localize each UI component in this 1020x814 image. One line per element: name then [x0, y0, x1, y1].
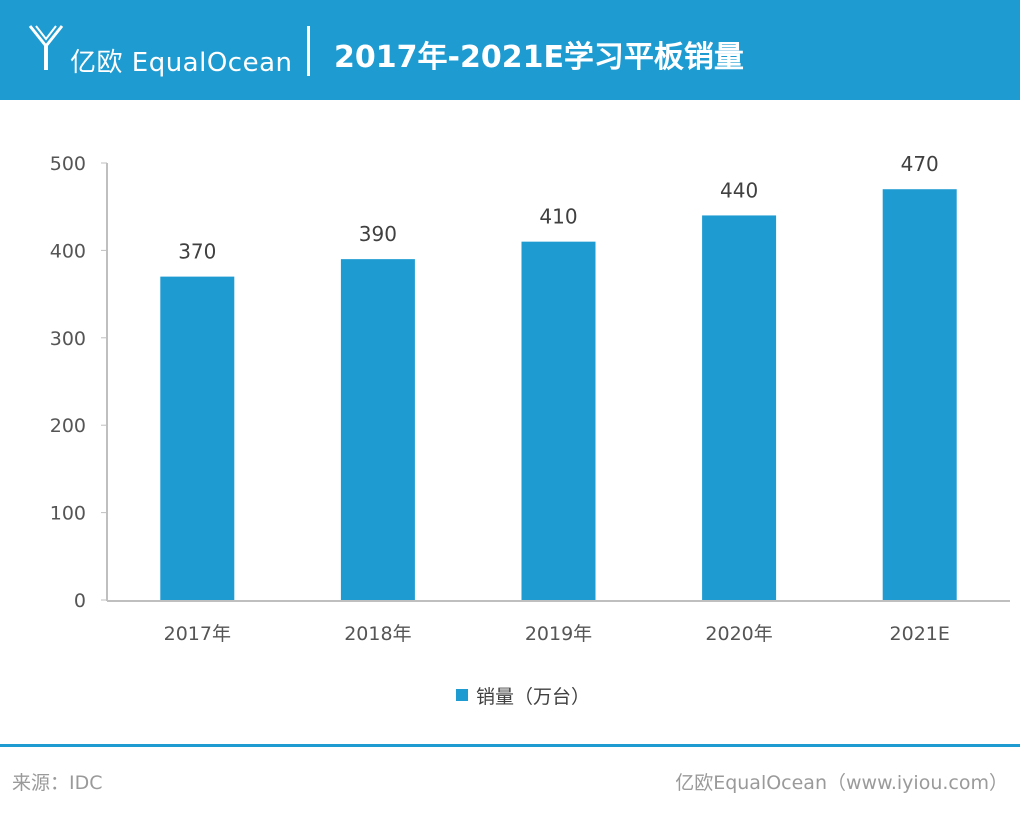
- x-tick-label: 2021E: [890, 623, 950, 645]
- header-banner: 亿欧 EqualOcean 2017年-2021E学习平板销量: [0, 0, 1020, 100]
- data-label: 410: [539, 205, 577, 229]
- y-tick-label: 400: [50, 240, 86, 262]
- y-tick-label: 100: [50, 503, 86, 525]
- x-tick-label: 2017年: [164, 623, 231, 645]
- bar: [702, 215, 777, 600]
- bar: [882, 189, 957, 600]
- x-tick-label: 2020年: [705, 623, 772, 645]
- legend-swatch: [456, 689, 468, 701]
- equalocean-y-logo-icon: [28, 25, 64, 70]
- header-divider: [307, 26, 310, 76]
- bar-chart: 0 100 200 300 400 500 370 2017年 390 2018年 410 2019年…: [50, 152, 1010, 645]
- bar: [521, 241, 596, 600]
- legend-label: 销量（万台）: [476, 685, 591, 708]
- data-label: 370: [178, 240, 216, 264]
- source-note: 来源：IDC: [12, 772, 103, 794]
- chart-legend: 销量（万台）: [456, 684, 591, 708]
- y-tick-label: 0: [74, 590, 86, 612]
- brand-name: 亿欧 EqualOcean: [70, 48, 293, 78]
- footer-divider: [0, 744, 1020, 747]
- data-label: 390: [359, 222, 397, 246]
- chart-title: 2017年-2021E学习平板销量: [334, 40, 744, 75]
- x-tick-label: 2019年: [525, 623, 592, 645]
- y-tick-label: 500: [50, 153, 86, 175]
- data-label: 470: [901, 152, 939, 176]
- credit-note: 亿欧EqualOcean（www.iyiou.com）: [675, 772, 1008, 794]
- y-tick-label: 300: [50, 328, 86, 350]
- x-tick-label: 2018年: [344, 623, 411, 645]
- bar: [340, 259, 415, 600]
- bar: [160, 276, 235, 600]
- y-tick-label: 200: [50, 415, 86, 437]
- data-label: 440: [720, 178, 758, 202]
